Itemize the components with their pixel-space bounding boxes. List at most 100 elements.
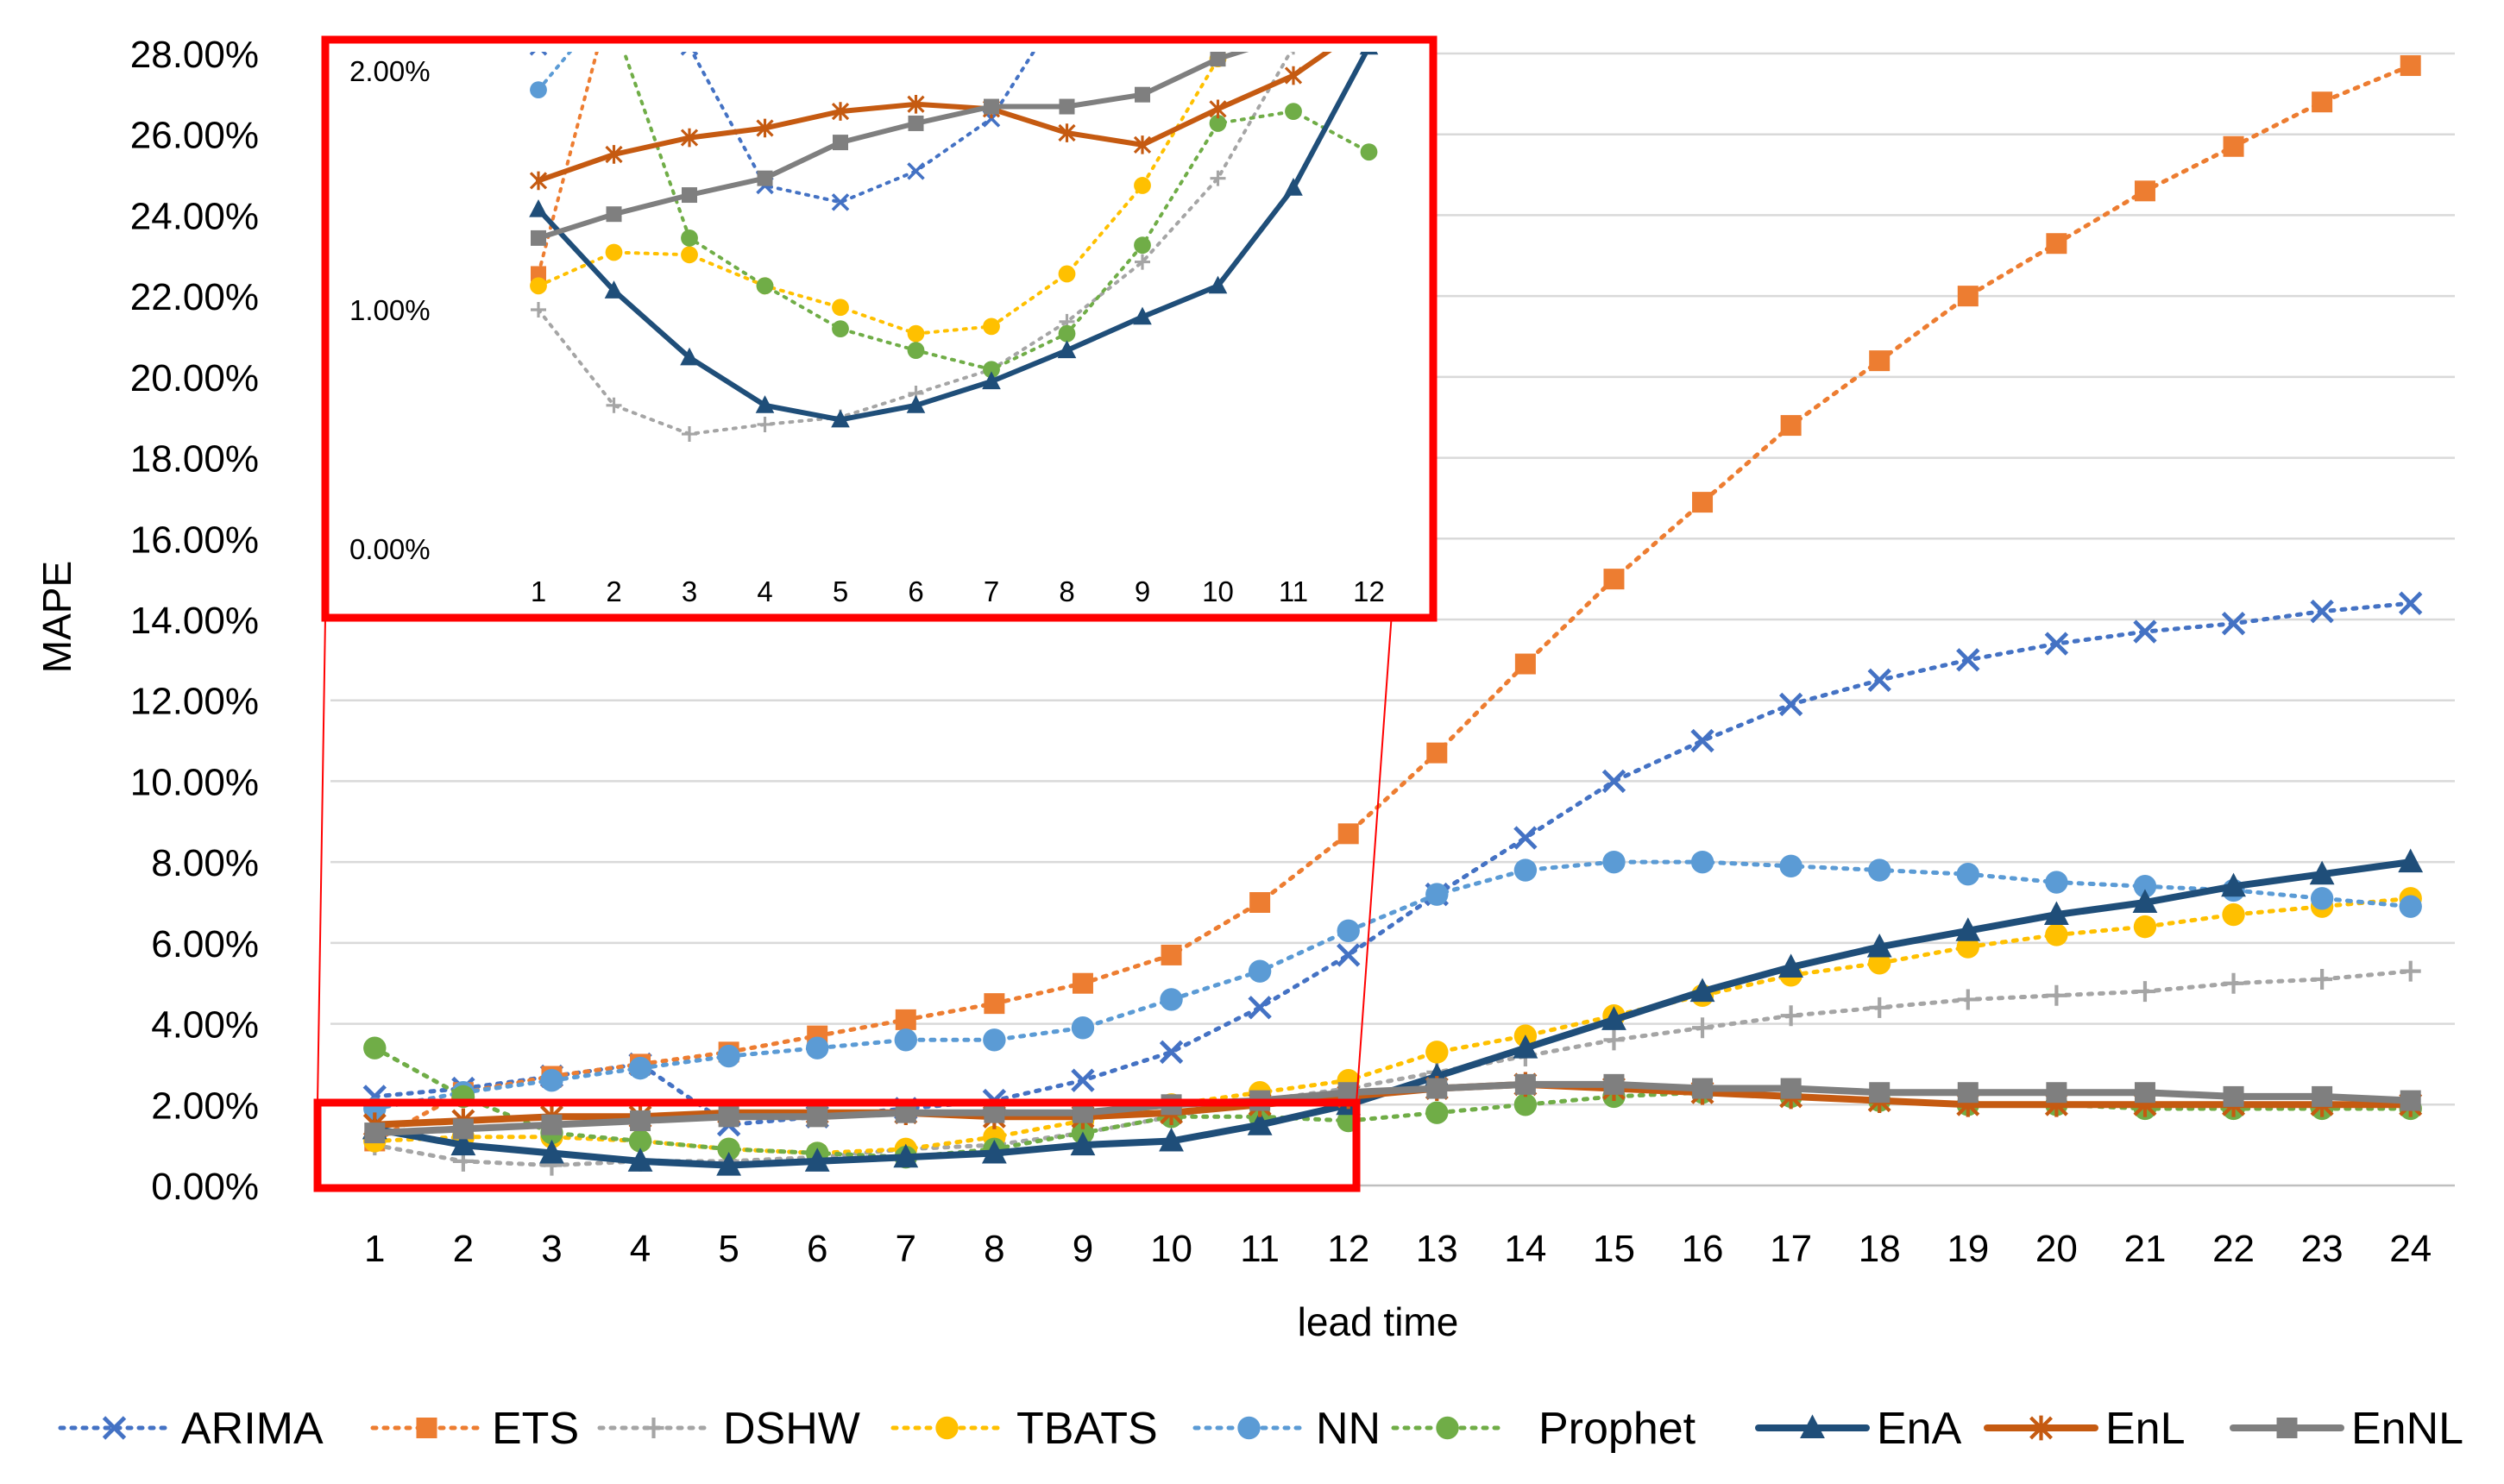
main-y-tick-label: 8.00% [151,842,259,884]
point-nn [1425,883,1449,906]
inset-point-ena [1133,306,1152,325]
main-x-tick-label: 23 [2301,1228,2344,1270]
point-ena [1601,1006,1626,1030]
inset-frame [321,35,1438,622]
point-ena [1955,917,1981,941]
point-prophet [363,1036,387,1060]
inset-point-prophet [1360,143,1378,161]
point-arima [2221,611,2246,636]
series-line-prophet [372,1046,2413,1160]
inset-point-ena [604,280,624,299]
inset-point-enl [1058,123,1076,142]
point-tbats [1425,1041,1449,1064]
inset-point-enl [831,102,850,121]
point-tbats [2045,923,2068,946]
point-ets [1780,415,1802,437]
inset-point-dshw [1135,254,1150,270]
legend-marker-dshw [643,1418,664,1438]
point-ets [2400,55,2421,77]
legend-entry-ets: ETS [370,1404,579,1454]
point-nn [1337,919,1360,943]
point-ena [804,1148,830,1172]
inset-point-enl [907,94,925,114]
inset-point-dshw [531,302,546,318]
inset-point-tbats [1058,265,1076,283]
point-arima [1690,728,1714,753]
point-ets [1426,742,1448,764]
inset-point-enl [1209,99,1227,119]
point-ennl [807,1106,828,1128]
point-ena [539,1139,564,1164]
point-arima [2310,599,2334,624]
legend-label-ets: ETS [492,1404,579,1454]
point-ennl [2134,1082,2155,1104]
inset-point-ena [1284,178,1303,196]
point-ena [716,1151,742,1176]
legend-label-arima: ARIMA [181,1404,324,1454]
inset-point-ena [1208,275,1228,294]
main-x-tick-label: 1 [364,1228,385,1270]
legend-label-nn: NN [1316,1404,1381,1454]
inset-point-enl [680,128,699,148]
point-nn [2133,875,2157,898]
legend: ARIMA ETS DSHW TBATS NN Prophet EnA EnL EnNL [58,1404,2463,1454]
main-y-tick-label: 6.00% [151,923,259,965]
point-arima [1867,668,1891,692]
point-ennl [541,1114,563,1135]
point-arima [2399,591,2423,615]
inset-point-dshw [682,426,697,443]
inset-point-tbats [832,299,849,317]
inset-series-nn [530,52,573,99]
point-dshw [1780,1005,1802,1027]
point-ets [895,1009,916,1030]
point-ena [2043,901,2069,926]
main-x-tick-label: 7 [896,1228,916,1270]
point-nn [1513,858,1538,882]
point-dshw [1692,1017,1714,1039]
point-ets [1072,972,1093,994]
main-y-tick-label: 10.00% [130,761,259,803]
point-ets [2134,180,2155,202]
main-x-tick-label: 18 [1859,1228,1901,1270]
main-y-tick-label: 26.00% [130,115,259,157]
main-y-tick-label: 16.00% [130,519,259,561]
inset-point-arima [1060,0,1075,7]
inset-point-dshw [757,416,773,432]
point-nn [1160,988,1183,1011]
series-line-nn [372,859,2413,1111]
point-nn [1248,959,1272,983]
y-axis-label: MAPE [35,561,79,673]
inset-point-ennl [1210,52,1226,67]
point-ennl [452,1118,474,1140]
inset-point-ennl [1059,98,1075,115]
inset-point-dshw [1292,52,1295,55]
inset-series-line-dshw [537,52,1293,436]
inset-point-enl [605,145,623,164]
inset-chart: 0.00%1.00%2.00% 1 2 3 4 5 6 7 8 9 10 11 12 [321,0,1438,622]
main-x-tick-labels: 1 2 3 4 5 6 7 8 9 10 11 12 13 14 15 16 17 18 19 20 21 22 23 24 [364,1228,2432,1270]
inset-series-ena [529,52,1379,428]
inset-x-tick-label: 9 [1135,575,1150,607]
legend-entry-dshw: DSHW [597,1404,860,1454]
legend-marker-prophet [1436,1416,1459,1440]
inset-point-ena [680,347,699,366]
main-y-tick-label: 14.00% [130,600,259,642]
inset-point-ena [906,395,926,413]
point-nn [2399,895,2422,918]
point-ennl [2312,1085,2333,1107]
point-nn [628,1056,652,1080]
point-ena [2221,872,2246,897]
main-y-tick-label: 28.00% [130,34,259,76]
series-nn [363,850,2422,1121]
inset-series-layer [529,0,1379,443]
inset-series-line-tbats [537,52,1230,336]
main-x-tick-label: 13 [1416,1228,1458,1270]
inset-x-tick-label: 7 [984,575,999,607]
main-x-tick-label: 4 [630,1228,651,1270]
point-tbats [2222,902,2245,927]
inset-point-arima [680,52,699,56]
point-arima [1248,996,1272,1020]
inset-point-prophet [1134,236,1151,255]
main-x-tick-label: 2 [453,1228,474,1270]
